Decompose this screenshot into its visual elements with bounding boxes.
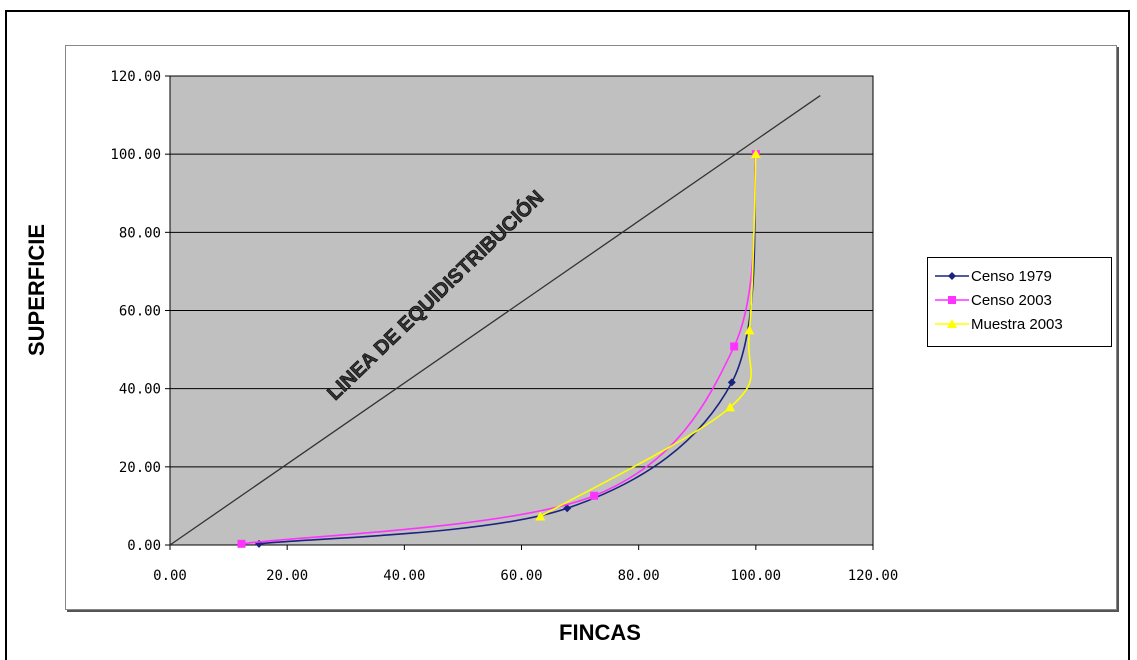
series-line-2 (539, 154, 757, 518)
y-tick-label: 120.00 (110, 69, 161, 85)
x-axis-ticks: 0.00 20.00 40.00 60.00 80.00 100.00 120.00 (153, 545, 898, 584)
x-tick-label: 100.00 (731, 568, 782, 584)
y-tick-label: 0.00 (127, 538, 161, 554)
x-axis-title: FINCAS (559, 620, 641, 645)
y-tick-label: 40.00 (119, 382, 161, 398)
data-point (237, 539, 246, 548)
y-tick-label: 100.00 (110, 147, 161, 163)
legend-label: Censo 1979 (971, 267, 1052, 285)
legend: Censo 1979 Censo 2003 Muestra 2003 (927, 257, 1112, 347)
outer-frame (5, 10, 1130, 660)
y-tick-label: 60.00 (119, 304, 161, 320)
x-tick-label: 20.00 (266, 568, 308, 584)
data-point (750, 149, 761, 159)
data-point (563, 504, 572, 513)
x-tick-label: 0.00 (153, 568, 187, 584)
gridlines (170, 75, 873, 468)
legend-item: Muestra 2003 (933, 314, 1063, 334)
legend-marker (947, 319, 957, 328)
equidistribution-line (169, 95, 821, 546)
legend-label: Muestra 2003 (971, 315, 1063, 333)
data-point (744, 325, 755, 335)
legend-item: Censo 2003 (933, 290, 1052, 310)
y-tick-label: 80.00 (119, 225, 161, 241)
legend-swatch (935, 272, 969, 280)
y-tick-label: 20.00 (119, 460, 161, 476)
data-point (725, 402, 736, 412)
data-point (730, 342, 739, 351)
x-tick-label: 120.00 (848, 568, 899, 584)
legend-marker (948, 296, 956, 304)
x-tick-label: 60.00 (500, 568, 542, 584)
legend-label: Censo 2003 (971, 291, 1052, 309)
legend-swatch (935, 296, 969, 304)
legend-swatch (935, 319, 969, 328)
y-axis-title: SUPERFICIE (24, 224, 49, 356)
series-group (237, 149, 761, 548)
legend-marker (948, 272, 956, 280)
x-tick-label: 40.00 (383, 568, 425, 584)
data-point (535, 511, 546, 521)
series-line-0 (258, 154, 757, 545)
data-point (727, 378, 736, 387)
legend-item: Censo 1979 (933, 266, 1052, 286)
x-tick-label: 80.00 (618, 568, 660, 584)
data-point (590, 491, 599, 500)
y-axis-ticks: 0.00 20.00 40.00 60.00 80.00 100.00 120.00 (110, 69, 170, 554)
